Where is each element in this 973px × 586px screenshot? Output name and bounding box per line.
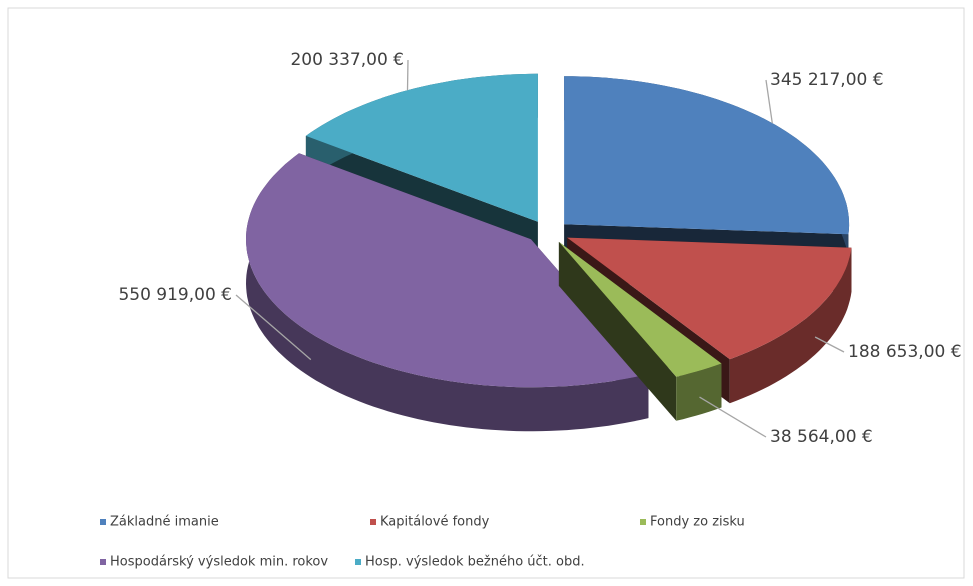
legend-label: Kapitálové fondy xyxy=(380,515,490,530)
legend-swatch xyxy=(100,559,106,565)
legend-swatch xyxy=(640,519,646,525)
leader-line xyxy=(699,396,767,438)
data-label: 200 337,00 € xyxy=(290,50,404,70)
slice-side xyxy=(558,241,677,421)
slice-top xyxy=(558,241,722,377)
legend-label: Hospodárský výsledok min. rokov xyxy=(110,555,328,570)
leader-line xyxy=(406,59,409,91)
slice xyxy=(558,241,722,421)
slice-wall xyxy=(729,247,852,404)
legend-label: Fondy zo zisku xyxy=(650,515,745,530)
leader-line xyxy=(765,79,773,124)
data-label: 38 564,00 € xyxy=(770,427,873,447)
data-label: 188 653,00 € xyxy=(848,342,962,362)
slice-wall xyxy=(676,363,722,421)
legend-label: Základné imanie xyxy=(110,515,219,530)
slice-top xyxy=(246,153,649,388)
leader-line xyxy=(235,294,312,361)
slice-top xyxy=(567,237,852,360)
legend-swatch xyxy=(100,519,106,525)
slice-top xyxy=(564,76,850,235)
legend-swatch xyxy=(370,519,376,525)
slice-wall xyxy=(246,153,649,432)
legend-swatch xyxy=(355,559,361,565)
data-label: 550 919,00 € xyxy=(118,285,232,305)
slice-top xyxy=(305,73,538,222)
leader-line xyxy=(814,336,845,353)
legend-label: Hosp. výsledok bežného účt. obd. xyxy=(365,555,585,570)
data-label: 345 217,00 € xyxy=(770,70,884,90)
